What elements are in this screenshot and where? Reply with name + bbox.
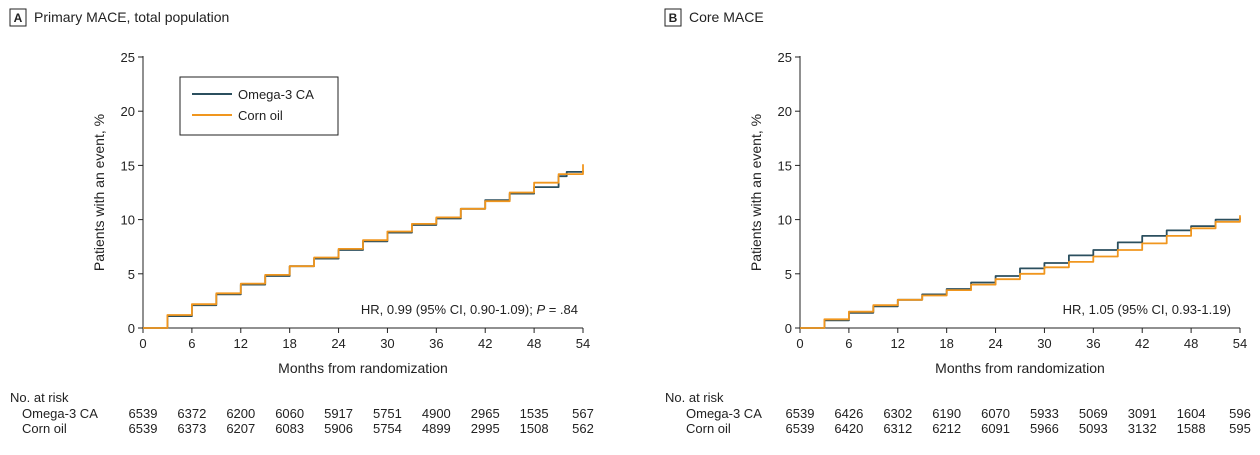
x-tick-label: 12 xyxy=(234,336,248,351)
x-tick-label: 6 xyxy=(188,336,195,351)
x-tick-label: 48 xyxy=(1184,336,1198,351)
x-tick-label: 48 xyxy=(527,336,541,351)
x-tick-label: 12 xyxy=(891,336,905,351)
at-risk-value: 6060 xyxy=(275,406,304,421)
y-tick-label: 15 xyxy=(121,158,135,173)
at-risk-row-label: Omega-3 CA xyxy=(686,406,762,421)
y-tick-label: 10 xyxy=(778,213,792,228)
x-tick-label: 36 xyxy=(1086,336,1100,351)
y-tick-label: 5 xyxy=(128,267,135,282)
at-risk-value: 595 xyxy=(1229,421,1251,436)
at-risk-value: 6539 xyxy=(786,421,815,436)
x-tick-label: 42 xyxy=(1135,336,1149,351)
at-risk-value: 6091 xyxy=(981,421,1010,436)
y-tick-label: 20 xyxy=(778,104,792,119)
at-risk-value: 6539 xyxy=(129,406,158,421)
legend: Omega-3 CA Corn oil xyxy=(179,76,339,136)
x-tick-label: 24 xyxy=(988,336,1002,351)
y-tick-label: 25 xyxy=(121,50,135,65)
y-axis-label: Patients with an event, % xyxy=(91,114,107,271)
legend-box xyxy=(179,76,339,136)
at-risk-value: 6539 xyxy=(129,421,158,436)
chart-title: Primary MACE, total population xyxy=(34,9,229,25)
y-tick-label: 25 xyxy=(778,50,792,65)
at-risk-value: 6426 xyxy=(834,406,863,421)
x-tick-label: 18 xyxy=(939,336,953,351)
x-tick-label: 18 xyxy=(282,336,296,351)
panel-b: B Core MACE 0 5 10 15 20 25 0 6 12 18 24 30 36 42 48 54 Mo… xyxy=(664,8,1251,436)
x-axis-label: Months from randomization xyxy=(935,360,1105,376)
at-risk-value: 5933 xyxy=(1030,406,1059,421)
at-risk-value: 6420 xyxy=(834,421,863,436)
at-risk-value: 4900 xyxy=(422,406,451,421)
legend-label: Omega-3 CA xyxy=(238,87,314,102)
at-risk-header: No. at risk xyxy=(665,390,724,405)
x-tick-label: 54 xyxy=(1233,336,1247,351)
series-line-corn-oil xyxy=(143,164,584,329)
at-risk-header: No. at risk xyxy=(10,390,69,405)
at-risk-value: 1535 xyxy=(520,406,549,421)
x-tick-label: 24 xyxy=(331,336,345,351)
panel-badge xyxy=(9,8,27,27)
at-risk-value: 6200 xyxy=(226,406,255,421)
at-risk-value: 567 xyxy=(572,406,594,421)
at-risk-value: 4899 xyxy=(422,421,451,436)
panel-a: A Primary MACE, total population 0 5 10 15 20 2… xyxy=(9,8,594,436)
x-tick-label: 36 xyxy=(429,336,443,351)
at-risk-value: 5751 xyxy=(373,406,402,421)
hr-annotation: HR, 0.99 (95% CI, 0.90-1.09); P = .84 xyxy=(361,302,578,317)
x-tick-label: 0 xyxy=(796,336,803,351)
at-risk-value: 6207 xyxy=(226,421,255,436)
at-risk-value: 5906 xyxy=(324,421,353,436)
y-tick-label: 0 xyxy=(785,321,792,336)
at-risk-value: 562 xyxy=(572,421,594,436)
at-risk-value: 2995 xyxy=(471,421,500,436)
hr-annotation: HR, 1.05 (95% CI, 0.93-1.19) xyxy=(1063,302,1231,317)
x-tick-label: 6 xyxy=(845,336,852,351)
chart-title: Core MACE xyxy=(689,9,764,25)
at-risk-value: 6083 xyxy=(275,421,304,436)
at-risk-value: 6302 xyxy=(883,406,912,421)
at-risk-value: 6190 xyxy=(932,406,961,421)
at-risk-value: 2965 xyxy=(471,406,500,421)
at-risk-value: 5093 xyxy=(1079,421,1108,436)
x-tick-label: 30 xyxy=(380,336,394,351)
x-tick-label: 0 xyxy=(139,336,146,351)
legend-label: Corn oil xyxy=(238,108,283,123)
y-tick-label: 20 xyxy=(121,104,135,119)
at-risk-value: 6373 xyxy=(177,421,206,436)
at-risk-value: 6372 xyxy=(177,406,206,421)
at-risk-value: 6070 xyxy=(981,406,1010,421)
at-risk-value: 3132 xyxy=(1128,421,1157,436)
panel-letter: B xyxy=(669,11,678,25)
at-risk-row-label: Corn oil xyxy=(686,421,731,436)
at-risk-value: 1588 xyxy=(1177,421,1206,436)
panel-badge xyxy=(664,8,682,27)
series-line-corn-oil xyxy=(800,215,1241,329)
at-risk-value: 1604 xyxy=(1177,406,1206,421)
y-tick-label: 5 xyxy=(785,267,792,282)
at-risk-value: 5754 xyxy=(373,421,402,436)
x-axis-label: Months from randomization xyxy=(278,360,448,376)
at-risk-value: 6539 xyxy=(786,406,815,421)
panel-letter: A xyxy=(14,11,23,25)
x-tick-label: 42 xyxy=(478,336,492,351)
y-tick-label: 10 xyxy=(121,213,135,228)
at-risk-value: 1508 xyxy=(520,421,549,436)
at-risk-value: 3091 xyxy=(1128,406,1157,421)
at-risk-value: 6312 xyxy=(883,421,912,436)
at-risk-value: 6212 xyxy=(932,421,961,436)
at-risk-row-label: Corn oil xyxy=(22,421,67,436)
at-risk-value: 5069 xyxy=(1079,406,1108,421)
at-risk-value: 596 xyxy=(1229,406,1251,421)
x-tick-label: 54 xyxy=(576,336,590,351)
y-tick-label: 15 xyxy=(778,158,792,173)
at-risk-row-label: Omega-3 CA xyxy=(22,406,98,421)
x-tick-label: 30 xyxy=(1037,336,1051,351)
y-axis-label: Patients with an event, % xyxy=(748,114,764,271)
at-risk-value: 5917 xyxy=(324,406,353,421)
at-risk-value: 5966 xyxy=(1030,421,1059,436)
y-tick-label: 0 xyxy=(128,321,135,336)
